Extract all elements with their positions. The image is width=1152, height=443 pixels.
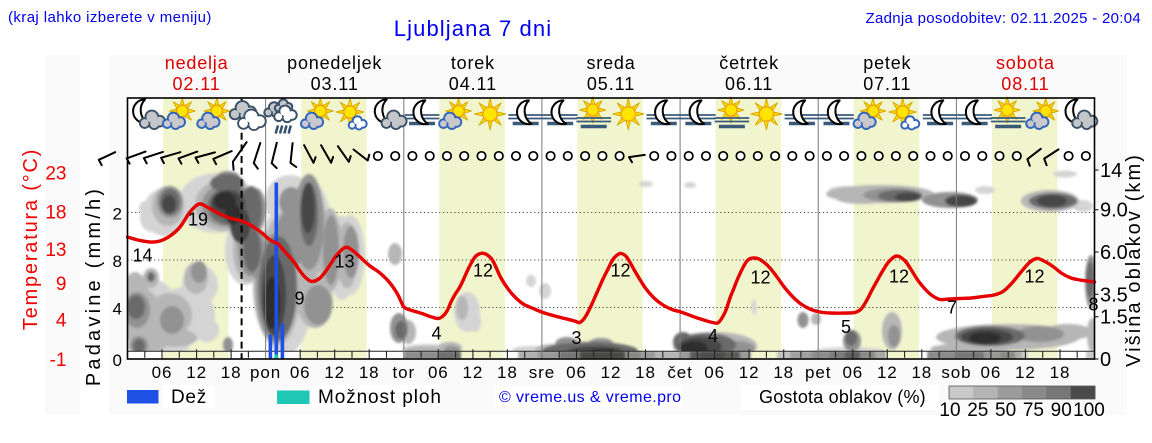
svg-text:2: 2: [113, 205, 122, 224]
svg-text:12: 12: [750, 268, 770, 288]
svg-text:Dež: Dež: [171, 387, 207, 408]
svg-text:12: 12: [1024, 267, 1044, 287]
svg-text:25: 25: [967, 400, 988, 421]
svg-text:pet: pet: [805, 363, 831, 382]
svg-text:18: 18: [497, 363, 518, 382]
svg-text:Višina oblakov (km): Višina oblakov (km): [1123, 153, 1145, 367]
svg-text:petek: petek: [863, 53, 911, 73]
svg-text:© vreme.us & vreme.pro: © vreme.us & vreme.pro: [499, 389, 681, 406]
svg-text:06: 06: [842, 363, 863, 382]
svg-text:4: 4: [113, 300, 122, 319]
svg-text:02.11: 02.11: [172, 74, 220, 94]
svg-text:14: 14: [132, 246, 152, 266]
svg-text:13: 13: [45, 240, 66, 261]
svg-text:Gostota oblakov (%): Gostota oblakov (%): [759, 387, 926, 407]
svg-text:06: 06: [290, 363, 311, 382]
svg-text:100: 100: [1073, 400, 1105, 421]
svg-text:Padavine (mm/h): Padavine (mm/h): [83, 186, 105, 386]
svg-text:8: 8: [113, 252, 122, 271]
svg-text:Ljubljana 7 dni: Ljubljana 7 dni: [394, 16, 552, 41]
svg-text:nedelja: nedelja: [165, 53, 229, 73]
svg-text:3.5: 3.5: [1100, 284, 1128, 306]
svg-text:-1: -1: [50, 350, 67, 371]
svg-text:torek: torek: [451, 53, 495, 73]
svg-text:0: 0: [1100, 349, 1111, 371]
svg-text:18: 18: [911, 363, 932, 382]
svg-text:9: 9: [294, 289, 304, 309]
svg-text:18: 18: [1050, 363, 1071, 382]
svg-text:06: 06: [981, 363, 1002, 382]
svg-text:9.0: 9.0: [1100, 200, 1128, 222]
svg-text:12: 12: [601, 363, 622, 382]
svg-text:03.11: 03.11: [311, 74, 359, 94]
svg-text:06: 06: [428, 363, 449, 382]
svg-text:pon: pon: [250, 363, 281, 382]
svg-text:06: 06: [566, 363, 587, 382]
svg-text:50: 50: [995, 400, 1016, 421]
svg-text:14: 14: [1100, 160, 1122, 182]
svg-text:12: 12: [610, 261, 630, 281]
svg-text:Temperatura (°C): Temperatura (°C): [20, 148, 42, 330]
svg-text:4: 4: [56, 311, 67, 332]
svg-text:tor: tor: [393, 363, 416, 382]
svg-text:sreda: sreda: [586, 53, 635, 73]
svg-text:čet: čet: [667, 363, 692, 382]
svg-text:18: 18: [359, 363, 380, 382]
svg-text:06: 06: [152, 363, 173, 382]
svg-text:4: 4: [431, 324, 441, 344]
svg-text:08.11: 08.11: [1001, 74, 1049, 94]
svg-text:18: 18: [45, 203, 66, 224]
svg-text:90: 90: [1051, 400, 1072, 421]
svg-text:8: 8: [1088, 295, 1098, 315]
svg-text:18: 18: [221, 363, 242, 382]
svg-text:Zadnja posodobitev: 02.11.2025: Zadnja posodobitev: 02.11.2025 - 20:04: [866, 10, 1142, 27]
svg-text:19: 19: [188, 210, 208, 230]
svg-text:06.11: 06.11: [725, 74, 773, 94]
svg-text:1.5: 1.5: [1100, 307, 1128, 329]
svg-text:07.11: 07.11: [863, 74, 911, 94]
svg-text:0: 0: [113, 351, 122, 370]
svg-text:12: 12: [877, 363, 898, 382]
svg-text:4: 4: [708, 326, 718, 346]
svg-text:04.11: 04.11: [449, 74, 497, 94]
svg-text:05.11: 05.11: [587, 74, 635, 94]
svg-text:12: 12: [739, 363, 760, 382]
svg-text:12: 12: [1015, 363, 1036, 382]
svg-text:12: 12: [463, 363, 484, 382]
svg-text:sob: sob: [941, 363, 971, 382]
svg-text:12: 12: [324, 363, 345, 382]
svg-text:06: 06: [704, 363, 725, 382]
svg-text:7: 7: [947, 298, 957, 318]
svg-text:(kraj lahko izberete v meniju): (kraj lahko izberete v meniju): [8, 9, 212, 26]
svg-text:12: 12: [889, 267, 909, 287]
svg-text:5: 5: [841, 317, 851, 337]
svg-text:Možnost ploh: Možnost ploh: [318, 387, 442, 408]
svg-text:10: 10: [939, 400, 960, 421]
svg-text:12: 12: [186, 363, 207, 382]
svg-text:četrtek: četrtek: [719, 53, 779, 73]
svg-text:sobota: sobota: [996, 53, 1055, 73]
svg-text:18: 18: [773, 363, 794, 382]
svg-text:3: 3: [571, 328, 581, 348]
svg-text:ponedeljek: ponedeljek: [287, 53, 382, 73]
svg-text:23: 23: [45, 164, 66, 185]
svg-text:6.0: 6.0: [1100, 242, 1128, 264]
svg-text:75: 75: [1023, 400, 1044, 421]
svg-text:9: 9: [56, 274, 67, 295]
svg-text:18: 18: [635, 363, 656, 382]
svg-text:13: 13: [334, 252, 354, 272]
svg-text:sre: sre: [529, 363, 555, 382]
svg-text:12: 12: [473, 261, 493, 281]
